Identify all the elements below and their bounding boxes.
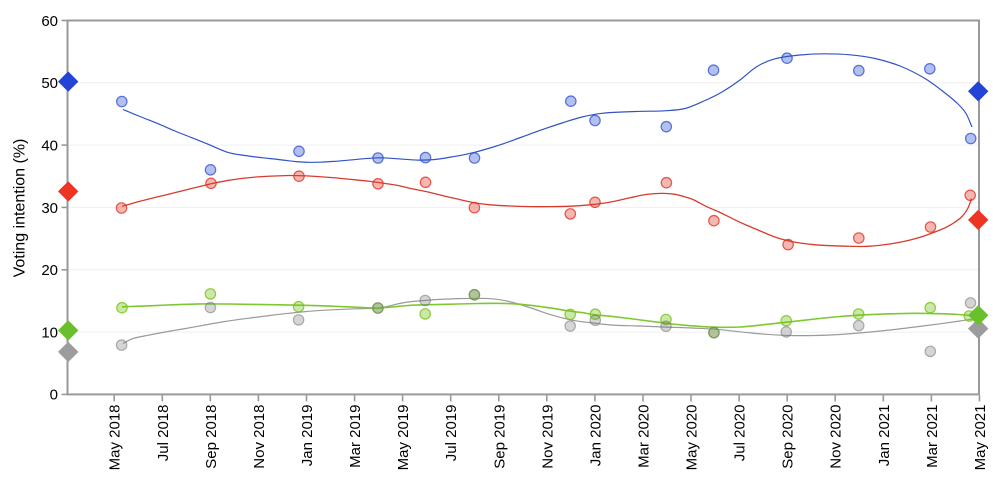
svg-text:Jan 2019: Jan 2019: [299, 405, 316, 467]
svg-text:10: 10: [41, 324, 58, 341]
svg-text:Mar 2020: Mar 2020: [636, 405, 653, 468]
svg-text:May 2020: May 2020: [684, 405, 701, 471]
svg-text:Nov 2018: Nov 2018: [251, 405, 268, 469]
svg-text:Jan 2021: Jan 2021: [876, 405, 893, 467]
svg-text:40: 40: [41, 137, 58, 154]
svg-text:20: 20: [41, 262, 58, 279]
svg-text:Jan 2020: Jan 2020: [587, 405, 604, 467]
svg-text:Nov 2020: Nov 2020: [828, 405, 845, 469]
svg-text:Sep 2019: Sep 2019: [491, 405, 508, 469]
svg-text:May 2018: May 2018: [107, 405, 124, 471]
svg-text:60: 60: [41, 13, 58, 30]
svg-text:Sep 2018: Sep 2018: [203, 405, 220, 469]
svg-text:Mar 2019: Mar 2019: [347, 405, 364, 468]
svg-text:Jul 2020: Jul 2020: [732, 405, 749, 462]
svg-text:May 2021: May 2021: [972, 405, 989, 471]
svg-text:May 2019: May 2019: [395, 405, 412, 471]
svg-text:0: 0: [50, 387, 58, 404]
svg-text:Jul 2018: Jul 2018: [155, 405, 172, 462]
svg-text:50: 50: [41, 75, 58, 92]
svg-text:Nov 2019: Nov 2019: [539, 405, 556, 469]
svg-text:Jul 2019: Jul 2019: [443, 405, 460, 462]
svg-text:Mar 2021: Mar 2021: [924, 405, 941, 468]
svg-text:Voting intention (%): Voting intention (%): [12, 139, 29, 278]
svg-text:Sep 2020: Sep 2020: [780, 405, 797, 469]
svg-text:30: 30: [41, 200, 58, 217]
